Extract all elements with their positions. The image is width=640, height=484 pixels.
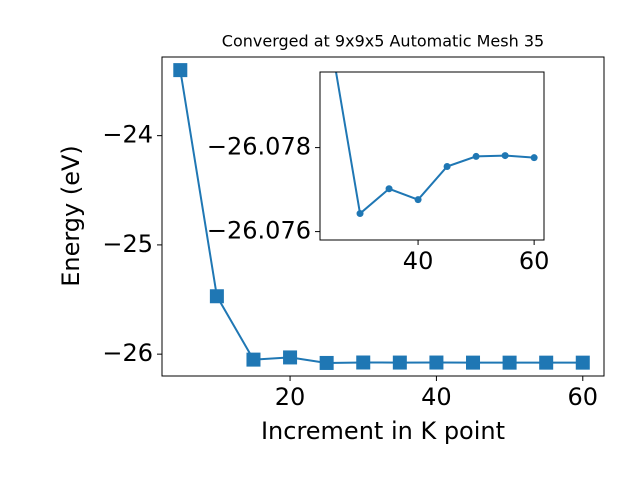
marker <box>466 355 481 370</box>
axes-frame <box>319 71 545 241</box>
marker <box>283 350 298 365</box>
marker <box>429 355 444 370</box>
marker <box>530 154 538 162</box>
x-tick-label: 40 <box>403 247 434 275</box>
data-line <box>335 72 535 216</box>
chart-title: Converged at 9x9x5 Automatic Mesh 35 <box>222 32 544 51</box>
marker <box>502 355 517 370</box>
marker <box>539 355 554 370</box>
y-axis-label: Energy (eV) <box>57 145 85 287</box>
marker <box>209 289 224 304</box>
marker <box>246 352 261 367</box>
marker <box>414 196 422 204</box>
axes-frame <box>161 56 605 377</box>
y-tick-label: −26.078 <box>207 133 311 161</box>
y-tick-label: −25 <box>102 230 153 258</box>
marker <box>356 355 371 370</box>
x-axis-label: Increment in K point <box>261 417 505 445</box>
series <box>335 72 538 218</box>
x-tick-label: 60 <box>519 247 550 275</box>
marker <box>356 210 364 218</box>
series <box>173 63 590 370</box>
marker <box>385 185 393 193</box>
marker <box>319 355 334 370</box>
x-tick-label: 60 <box>568 383 599 411</box>
y-tick-label: −26.076 <box>207 217 311 245</box>
x-tick-label: 20 <box>275 383 306 411</box>
marker <box>501 152 509 160</box>
y-tick-label: −24 <box>102 121 153 149</box>
y-tick-label: −26 <box>102 339 153 367</box>
marker <box>472 152 480 160</box>
marker <box>392 355 407 370</box>
marker <box>443 163 451 170</box>
x-tick-label: 40 <box>421 383 452 411</box>
marker <box>575 355 590 370</box>
marker <box>173 63 188 78</box>
